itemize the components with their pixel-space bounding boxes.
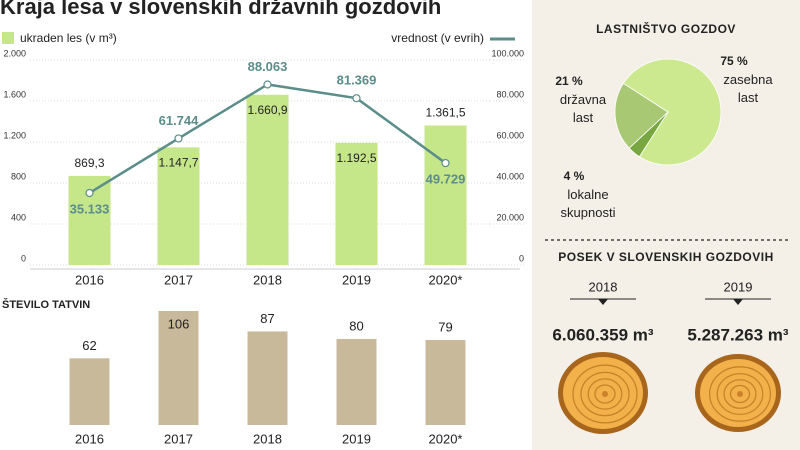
line-point	[352, 94, 361, 103]
bar-value-label: 87	[260, 311, 274, 326]
bar-value-label: 79	[438, 319, 452, 334]
pie-slice	[622, 58, 722, 166]
bar	[158, 311, 199, 425]
line-value-label: 61.744	[159, 113, 200, 128]
x-tick-label: 2016	[75, 272, 104, 287]
bar	[247, 331, 288, 425]
bar-value-label: 1.660,9	[247, 103, 287, 117]
y-tick-label: 1.600	[3, 89, 26, 99]
y2-tick-label: 20.000	[496, 212, 524, 222]
x-tick-label: 2018	[253, 272, 282, 287]
pie-category-label: zasebna last	[723, 72, 773, 105]
pie-value-label: 75 %	[720, 54, 748, 68]
bar	[157, 147, 200, 265]
log-icon	[558, 352, 648, 434]
y2-tick-label: 100.000	[491, 48, 524, 58]
x-tick-label: 2020*	[429, 431, 463, 446]
log-icon	[695, 354, 781, 432]
log-core	[737, 391, 743, 397]
pie-category-label: lokalne skupnosti	[561, 187, 616, 220]
bar	[336, 338, 377, 425]
pie-slice	[628, 111, 669, 158]
log-ring	[716, 372, 764, 416]
bar-value-label: 1.361,5	[425, 106, 465, 120]
legend-label: ukraden les (v m³)	[20, 31, 117, 45]
log-ring	[708, 366, 772, 422]
log-ring	[594, 384, 616, 404]
log-ring	[580, 371, 630, 417]
line-value-label: 81.369	[337, 73, 377, 88]
pie-value-label: 4 %	[564, 169, 585, 183]
chart-title: Kraja lesa v slovenskih državnih gozdovi…	[0, 0, 441, 19]
y-tick-label: 1.200	[3, 130, 26, 140]
bar	[246, 94, 289, 265]
x-tick-label: 2019	[342, 272, 371, 287]
bar	[425, 340, 466, 425]
log-core	[602, 391, 608, 397]
y-tick-label: 2.000	[3, 48, 26, 58]
log-ring	[587, 378, 623, 410]
bar-title: ŠTEVILO TATVIN	[2, 298, 90, 311]
y2-tick-label: 40.000	[496, 171, 524, 181]
y2-tick-label: 0	[519, 253, 524, 263]
bar-value-label: 1.147,7	[158, 156, 198, 170]
bar-value-label: 869,3	[74, 156, 104, 170]
line-point	[85, 188, 94, 198]
bar-value-label: 62	[82, 338, 96, 353]
pictogram-title: POSEK V SLOVENSKIH GOZDOVIH	[558, 250, 774, 264]
legend-swatch	[2, 32, 14, 44]
line-point	[441, 158, 450, 168]
y-tick-label: 0	[21, 253, 26, 263]
line-value-label: 88.063	[248, 59, 288, 74]
log-ring	[572, 364, 638, 424]
year-label: 2018	[589, 279, 618, 294]
x-tick-label: 2019	[342, 431, 371, 446]
legend-label: vrednost (v evrih)	[391, 31, 484, 45]
bar-value-label: 1.192,5	[336, 151, 376, 165]
x-tick-label: 2016	[75, 431, 104, 446]
bar	[69, 358, 110, 425]
x-tick-label: 2018	[253, 431, 282, 446]
pie-value-label: 21 %	[555, 74, 583, 88]
bar	[424, 125, 467, 265]
value-label: 5.287.263 m³	[687, 325, 788, 344]
bar-value-label: 106	[168, 316, 190, 331]
x-tick-label: 2020*	[429, 272, 463, 287]
x-tick-label: 2017	[164, 272, 193, 287]
y-tick-label: 400	[11, 212, 26, 222]
value-label: 6.060.359 m³	[552, 325, 653, 344]
line-point	[263, 80, 272, 89]
year-label: 2019	[724, 279, 753, 294]
pie-slice	[614, 82, 669, 149]
bar-value-label: 80	[349, 318, 363, 333]
year-pointer	[733, 299, 743, 305]
y-tick-label: 800	[11, 171, 26, 181]
line-point	[174, 134, 183, 143]
pie-title: LASTNIŠTVO GOZDOV	[596, 21, 736, 36]
line-value-label: 49.729	[426, 171, 466, 186]
x-tick-label: 2017	[164, 431, 193, 446]
log-ring	[723, 379, 757, 409]
bar	[335, 142, 378, 265]
pie-category-label: državna last	[560, 92, 607, 125]
y2-tick-label: 80.000	[496, 89, 524, 99]
y2-tick-label: 60.000	[496, 130, 524, 140]
log-ring	[729, 384, 751, 404]
line-value-label: 35.133	[70, 201, 110, 216]
year-pointer	[598, 299, 608, 305]
